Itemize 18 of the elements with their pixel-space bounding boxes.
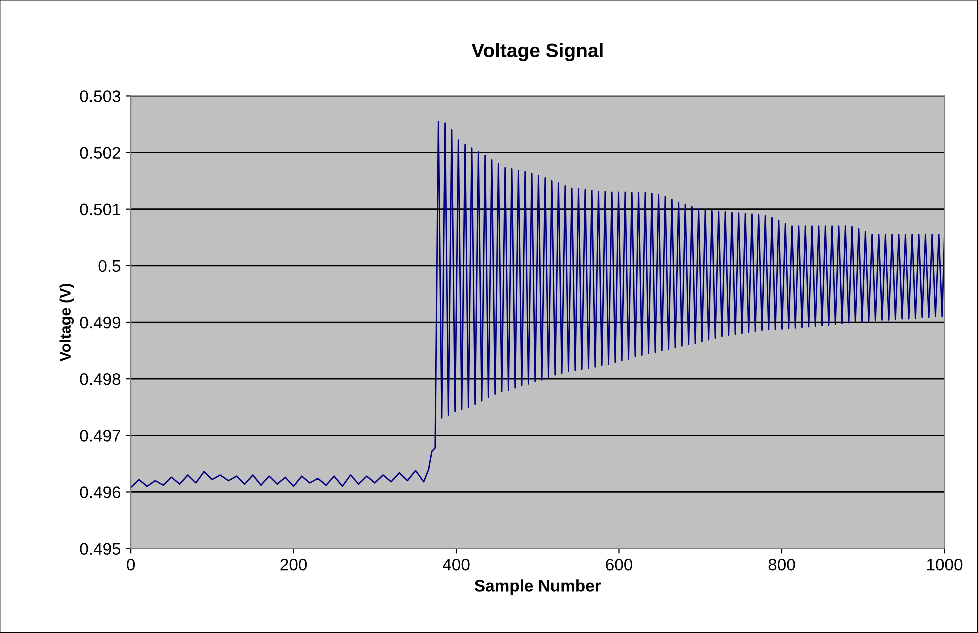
y-tick-label: 0.502 xyxy=(80,147,120,159)
x-tick-label: 800 xyxy=(768,558,796,571)
y-tick-label: 0.497 xyxy=(80,430,120,442)
x-tick-label: 600 xyxy=(606,558,633,571)
y-tick-label: 0.496 xyxy=(80,486,121,498)
x-tick-label: 1000 xyxy=(927,558,963,571)
y-axis-title: Voltage (V) xyxy=(60,284,74,362)
x-tick-label: 0 xyxy=(127,558,136,571)
y-tick-label: 0.503 xyxy=(80,90,121,102)
y-tick-label: 0.495 xyxy=(80,543,121,556)
x-tick-label: 200 xyxy=(280,558,308,571)
x-axis-title: Sample Number xyxy=(474,580,602,596)
y-tick-label: 0.499 xyxy=(80,316,121,329)
x-tick-label: 400 xyxy=(443,558,470,571)
y-tick-label: 0.501 xyxy=(80,204,121,216)
chart-title: Voltage Signal xyxy=(472,43,603,62)
y-tick-label: 0.5 xyxy=(98,260,121,272)
y-tick-label: 0.498 xyxy=(80,373,121,386)
